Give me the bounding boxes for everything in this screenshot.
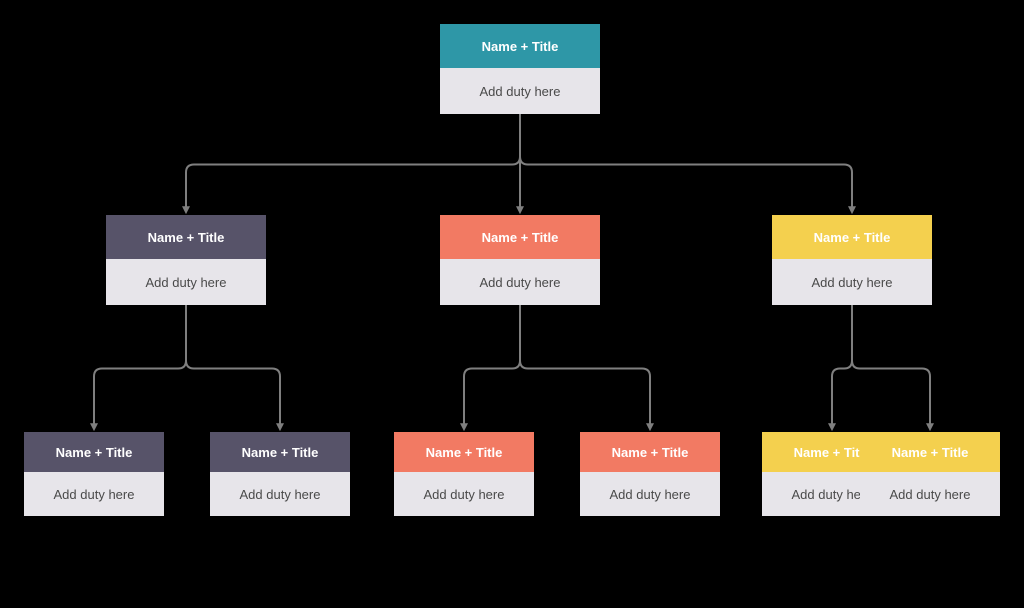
org-node[interactable]: Name + TitleAdd duty here: [394, 432, 534, 516]
edge: [832, 305, 852, 427]
org-node[interactable]: Name + TitleAdd duty here: [580, 432, 720, 516]
org-node-body: Add duty here: [580, 472, 720, 516]
edge: [520, 114, 852, 210]
org-node[interactable]: Name + TitleAdd duty here: [440, 215, 600, 305]
org-node[interactable]: Name + TitleAdd duty here: [106, 215, 266, 305]
org-node-body: Add duty here: [772, 259, 932, 305]
edge: [520, 305, 650, 427]
org-node-header: Name + Title: [440, 24, 600, 68]
org-node-header: Name + Title: [860, 432, 1000, 472]
edge: [94, 305, 186, 427]
org-node-body: Add duty here: [394, 472, 534, 516]
org-node[interactable]: Name + TitleAdd duty here: [24, 432, 164, 516]
edge: [186, 114, 520, 210]
org-node-header: Name + Title: [772, 215, 932, 259]
edge: [852, 305, 930, 427]
org-node-body: Add duty here: [440, 259, 600, 305]
org-node-header: Name + Title: [440, 215, 600, 259]
org-node-header: Name + Title: [394, 432, 534, 472]
org-node-header: Name + Title: [210, 432, 350, 472]
org-node-body: Add duty here: [24, 472, 164, 516]
org-node[interactable]: Name + TitleAdd duty here: [860, 432, 1000, 516]
org-node-body: Add duty here: [860, 472, 1000, 516]
org-chart-canvas: Name + TitleAdd duty hereName + TitleAdd…: [0, 0, 1024, 608]
org-node-header: Name + Title: [106, 215, 266, 259]
org-node-body: Add duty here: [210, 472, 350, 516]
org-node-header: Name + Title: [580, 432, 720, 472]
org-node[interactable]: Name + TitleAdd duty here: [772, 215, 932, 305]
edge: [186, 305, 280, 427]
org-node-header: Name + Title: [24, 432, 164, 472]
org-node-body: Add duty here: [440, 68, 600, 114]
org-node[interactable]: Name + TitleAdd duty here: [440, 24, 600, 114]
edge: [464, 305, 520, 427]
org-node[interactable]: Name + TitleAdd duty here: [210, 432, 350, 516]
org-node-body: Add duty here: [106, 259, 266, 305]
